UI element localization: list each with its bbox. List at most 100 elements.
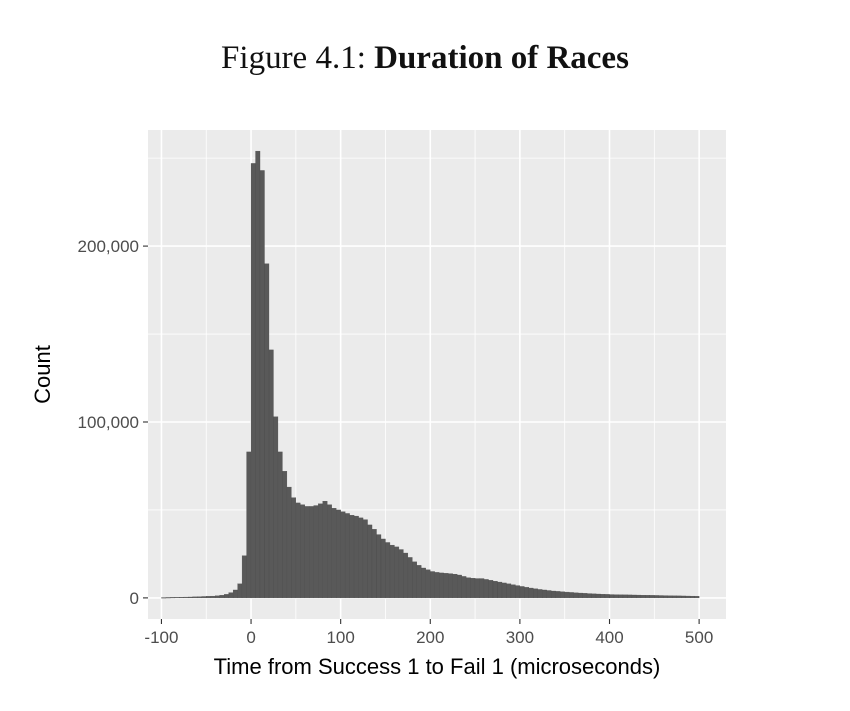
histogram-bar <box>586 593 592 599</box>
histogram-bar <box>304 506 310 599</box>
histogram-bar <box>497 581 503 599</box>
histogram-bar <box>349 515 355 599</box>
histogram-bar <box>241 555 247 599</box>
histogram-bar <box>569 592 574 599</box>
x-tick-label: 0 <box>246 628 255 647</box>
histogram-bar <box>197 596 202 599</box>
histogram-bar <box>380 538 386 599</box>
histogram-bar <box>300 504 305 599</box>
histogram-bar <box>528 587 534 599</box>
histogram-bar <box>551 590 556 599</box>
histogram-bar <box>564 591 570 599</box>
histogram-bar <box>681 595 686 599</box>
histogram-bar <box>663 595 668 599</box>
figure-title: Figure 4.1: Duration of Races <box>0 40 850 77</box>
histogram-bar <box>654 595 659 599</box>
histogram-bar <box>344 513 350 599</box>
histogram-bar <box>622 594 628 599</box>
histogram-bar <box>595 593 601 599</box>
histogram-bar <box>224 594 229 599</box>
histogram-bar <box>165 597 171 599</box>
histogram-bar <box>685 595 691 599</box>
histogram-bar <box>309 506 314 599</box>
histogram-bar <box>690 595 695 599</box>
histogram-bar <box>336 509 341 599</box>
histogram-bar <box>645 595 650 599</box>
histogram-bar <box>291 497 297 599</box>
histogram-bar <box>519 586 525 599</box>
histogram-bar <box>649 595 655 599</box>
histogram-bar <box>371 529 377 599</box>
histogram-bar <box>192 596 198 599</box>
histogram-bar <box>483 579 489 599</box>
histogram-bar <box>627 594 633 599</box>
histogram-bar <box>618 594 624 599</box>
histogram-bar <box>604 594 610 599</box>
figure-number: Figure 4.1: <box>221 40 366 76</box>
histogram-bar <box>403 552 409 599</box>
histogram-bar <box>430 571 435 599</box>
histogram-bars <box>161 150 700 599</box>
histogram-bar <box>591 593 597 599</box>
histogram-bar <box>407 557 413 599</box>
histogram-bar <box>362 519 368 599</box>
grid-minor <box>148 130 726 619</box>
histogram-bar <box>353 515 359 599</box>
histogram-bar <box>277 451 283 599</box>
histogram-bar <box>282 471 288 599</box>
histogram-bar <box>295 502 301 599</box>
y-tick-label: 100,000 <box>78 413 139 432</box>
histogram-bar <box>318 503 323 599</box>
histogram-bar <box>640 595 646 599</box>
x-axis-title: Time from Success 1 to Fail 1 (microseco… <box>214 654 661 679</box>
x-tick-label: 200 <box>416 628 444 647</box>
histogram-bar <box>385 542 391 599</box>
histogram-bar <box>264 263 270 599</box>
y-axis-title: Count <box>30 345 55 404</box>
histogram-bar <box>474 578 480 599</box>
histogram-bar <box>228 592 234 599</box>
histogram-bar <box>631 594 637 599</box>
histogram-bar <box>439 572 444 599</box>
histogram-bar <box>268 349 274 599</box>
histogram-bar <box>161 597 167 599</box>
histogram-bar <box>286 486 292 599</box>
histogram-bar <box>613 594 619 599</box>
histogram-bar <box>573 592 579 599</box>
histogram-bar <box>174 597 180 599</box>
histogram-bar <box>443 573 449 599</box>
histogram-bar <box>170 597 176 599</box>
histogram-bar <box>448 573 453 599</box>
y-tick-label: 0 <box>130 589 139 608</box>
histogram-bar <box>479 578 485 599</box>
histogram-bar <box>188 596 193 599</box>
histogram-bar <box>582 593 588 599</box>
histogram-bar <box>416 565 422 599</box>
histogram-bar <box>555 591 561 599</box>
x-tick-label: 500 <box>685 628 713 647</box>
histogram-bar <box>542 589 547 599</box>
histogram-bar <box>672 595 677 599</box>
histogram-bar <box>600 594 606 599</box>
histogram-bar <box>515 585 521 599</box>
histogram-bar <box>327 504 332 599</box>
x-tick-label: -100 <box>144 628 178 647</box>
histogram-bar <box>206 596 211 599</box>
histogram-bar <box>179 597 184 599</box>
x-tick-label: 300 <box>506 628 534 647</box>
histogram-bar <box>676 595 682 599</box>
histogram-bar <box>465 577 471 599</box>
histogram-bar <box>389 544 395 599</box>
histogram-bar <box>421 567 426 599</box>
histogram-bar <box>183 596 189 599</box>
x-tick-label: 100 <box>326 628 354 647</box>
histogram-bar <box>255 150 261 599</box>
histogram-bar <box>434 572 440 599</box>
histogram-bar <box>560 591 565 599</box>
histogram-bar <box>492 581 498 599</box>
histogram-bar <box>470 578 476 599</box>
histogram-bar <box>510 584 516 599</box>
y-axis: 0 100,000 200,000 <box>78 237 148 608</box>
histogram-bar <box>501 582 507 599</box>
